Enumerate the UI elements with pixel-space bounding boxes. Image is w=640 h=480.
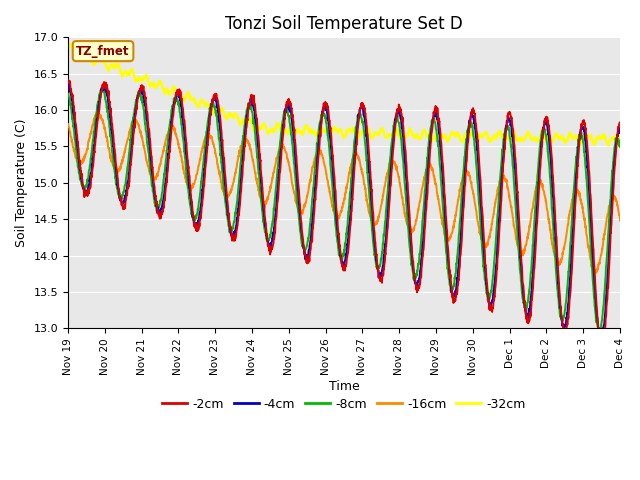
- Legend: -2cm, -4cm, -8cm, -16cm, -32cm: -2cm, -4cm, -8cm, -16cm, -32cm: [157, 393, 531, 416]
- Title: Tonzi Soil Temperature Set D: Tonzi Soil Temperature Set D: [225, 15, 463, 33]
- Y-axis label: Soil Temperature (C): Soil Temperature (C): [15, 119, 28, 247]
- Text: TZ_fmet: TZ_fmet: [76, 45, 130, 58]
- X-axis label: Time: Time: [328, 380, 360, 393]
